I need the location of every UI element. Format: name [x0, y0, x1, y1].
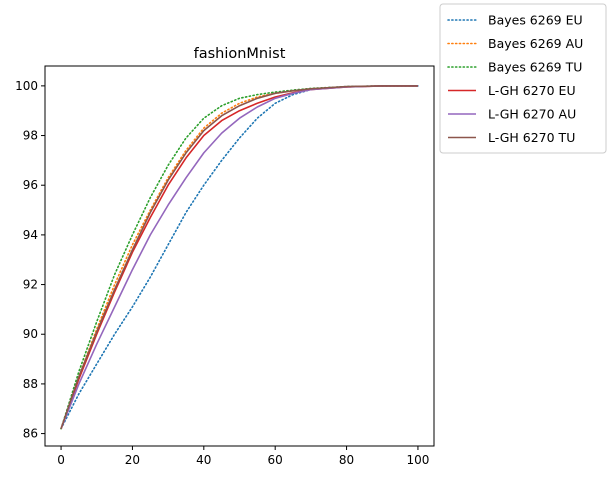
- y-tick-label: 88: [23, 377, 38, 391]
- x-tick-label: 100: [406, 453, 429, 467]
- plot-layer: [60, 85, 419, 430]
- x-tick-label: 60: [268, 453, 283, 467]
- plot-frame: [44, 65, 435, 447]
- legend-label: Bayes 6269 AU: [488, 36, 583, 51]
- legend-label: L-GH 6270 TU: [488, 130, 575, 145]
- y-tick-label: 98: [23, 129, 38, 143]
- y-tick-label: 100: [15, 79, 38, 93]
- legend-box: [439, 3, 607, 154]
- x-tick-label: 80: [339, 453, 354, 467]
- legend-label: L-GH 6270 EU: [488, 83, 576, 98]
- chart-title: fashionMnist: [194, 46, 286, 62]
- axes-layer: 0 20 40 60 80 100 86 88 90 92 94 96 98 100: [15, 79, 429, 467]
- y-tick-label: 92: [23, 278, 38, 292]
- legend: Bayes 6269 EU Bayes 6269 AU Bayes 6269 TU L…: [439, 3, 607, 154]
- y-tick-label: 90: [23, 327, 38, 341]
- legend-label: L-GH 6270 AU: [488, 107, 576, 122]
- legend-label: Bayes 6269 TU: [488, 60, 582, 75]
- x-tick-label: 0: [57, 453, 65, 467]
- y-tick-label: 96: [23, 178, 38, 192]
- x-tick-label: 40: [196, 453, 211, 467]
- x-tick-label: 20: [125, 453, 140, 467]
- y-tick-label: 86: [23, 427, 38, 441]
- legend-label: Bayes 6269 EU: [488, 13, 583, 28]
- series-line-6: [60, 85, 418, 429]
- y-tick-label: 94: [23, 228, 38, 242]
